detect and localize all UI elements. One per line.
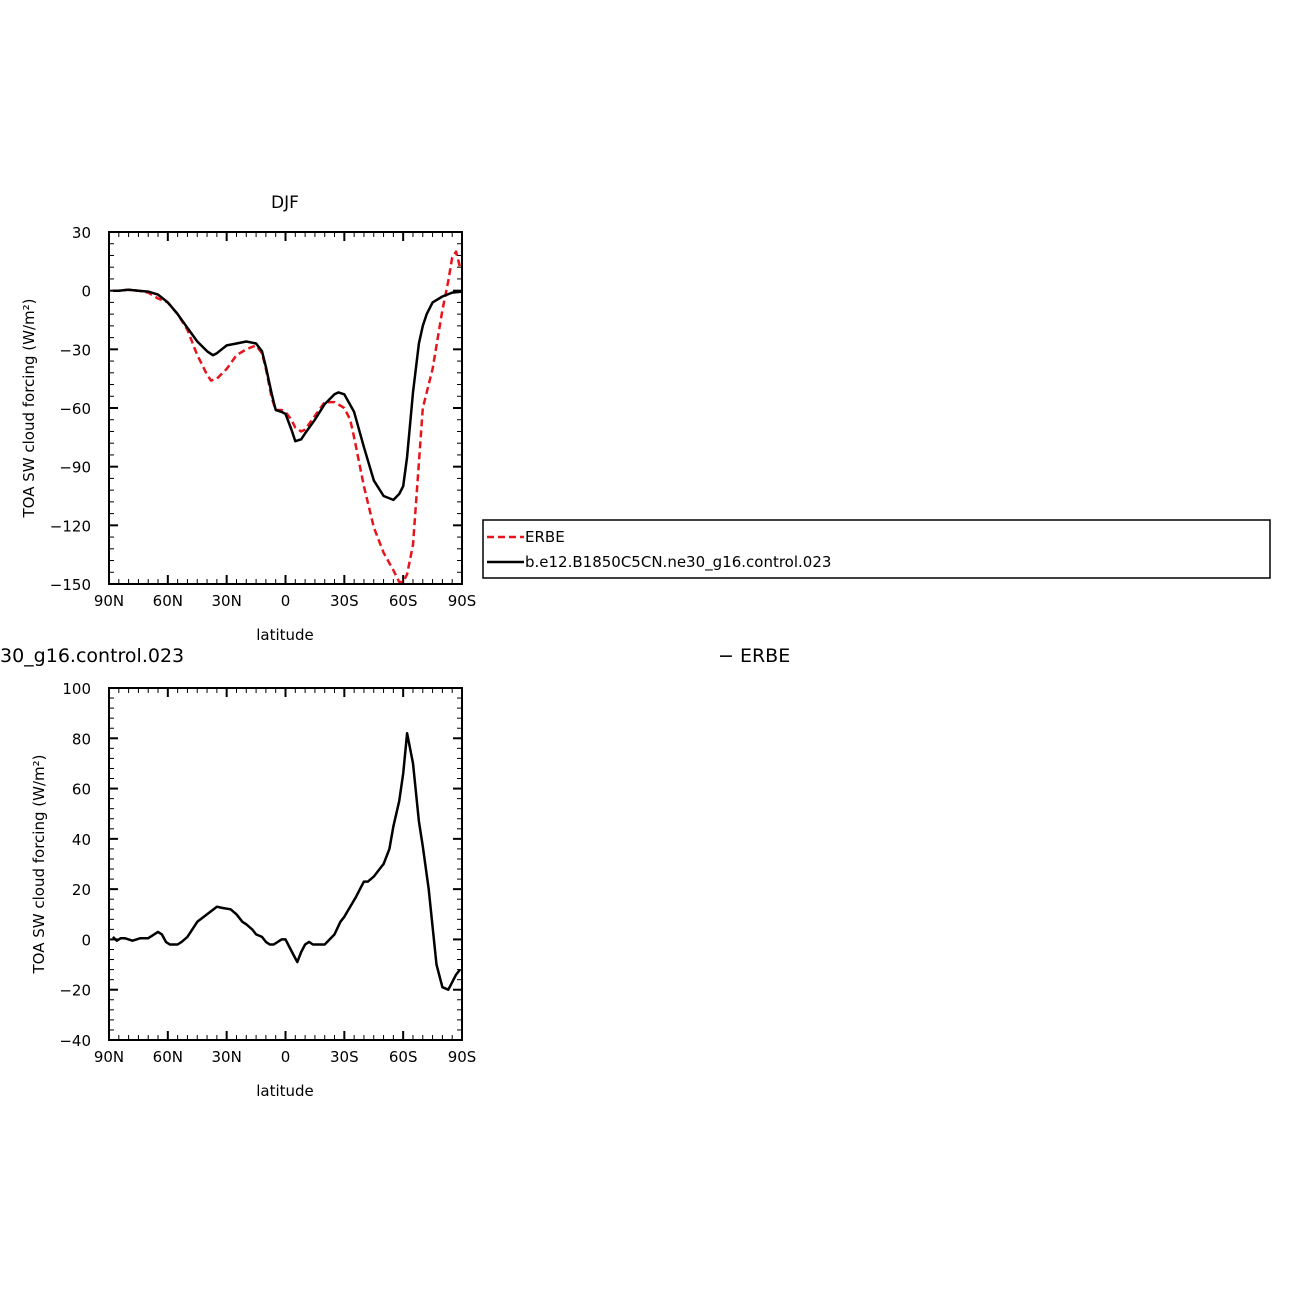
panel-top-y-tick-label: −150 <box>50 576 91 594</box>
panel-bottom-x-tick-label: 30N <box>212 1048 242 1066</box>
panel-bottom-y-tick-label: −40 <box>59 1032 91 1050</box>
panel-top-x-tick-label: 30S <box>330 592 359 610</box>
panel-bottom-series-line-0 <box>112 732 461 991</box>
panel-top-y-tick-label: 30 <box>72 224 91 242</box>
panel-bottom-y-tick-labels: 100 80 60 40 20 0 −20 −40 <box>59 680 91 1050</box>
legend-label-erbe: ERBE <box>525 528 565 546</box>
panel-top-ticks <box>108 231 463 585</box>
panel-bottom-y-tick-label: 20 <box>72 881 91 899</box>
panel-top-y-tick-label: −30 <box>59 341 91 359</box>
panel-top-series <box>112 250 463 584</box>
panel-top-title: DJF <box>271 193 299 213</box>
panel-top-y-tick-label: 0 <box>81 283 91 301</box>
panel-bottom-x-axis-label: latitude <box>256 1082 314 1100</box>
panel-bottom-x-tick-label: 90N <box>94 1048 124 1066</box>
panel-bottom-frame <box>108 687 463 1041</box>
panel-bottom-y-tick-label: −20 <box>59 982 91 1000</box>
panel-top-x-tick-labels: 90N 60N 30N 0 30S 60S 90S <box>94 592 476 610</box>
panel-top: DJF 90N 60N 30N 0 30S 60S 90S 30 0 −30 −60 −90 −120… <box>20 193 476 644</box>
panel-top-y-axis-label: TOA SW cloud forcing (W/m²) <box>20 299 38 519</box>
panel-bottom-y-tick-label: 0 <box>81 931 91 949</box>
panel-bottom-x-tick-labels: 90N 60N 30N 0 30S 60S 90S <box>94 1048 476 1066</box>
panel-top-x-tick-label: 60N <box>153 592 183 610</box>
panel-bottom-y-tick-label: 100 <box>62 680 91 698</box>
panel-top-x-tick-label: 0 <box>281 592 291 610</box>
panel-bottom-x-tick-label: 90S <box>448 1048 477 1066</box>
panel-top-y-tick-label: −120 <box>50 517 91 535</box>
panel-bottom: 30_g16.control.023 − ERBE 90N 60N 30N 0 30S 6… <box>0 645 790 1100</box>
panel-top-y-tick-label: −90 <box>59 459 91 477</box>
panel-bottom-y-tick-label: 40 <box>72 831 91 849</box>
panel-bottom-x-tick-label: 60S <box>389 1048 418 1066</box>
panel-top-x-tick-label: 90S <box>448 592 477 610</box>
panel-bottom-x-tick-label: 0 <box>281 1048 291 1066</box>
panel-top-frame <box>108 231 463 585</box>
panel-bottom-x-tick-label: 60N <box>153 1048 183 1066</box>
panel-bottom-x-tick-label: 30S <box>330 1048 359 1066</box>
panel-bottom-title-right: − ERBE <box>718 645 790 667</box>
panel-top-series-line-1 <box>112 288 463 502</box>
panel-top-y-tick-labels: 30 0 −30 −60 −90 −120 −150 <box>50 224 91 594</box>
panel-top-x-tick-label: 30N <box>212 592 242 610</box>
panel-bottom-y-axis-label: TOA SW cloud forcing (W/m²) <box>30 755 48 975</box>
panel-top-x-axis-label: latitude <box>256 626 314 644</box>
panel-top-y-tick-label: −60 <box>59 400 91 418</box>
panel-top-x-tick-label: 90N <box>94 592 124 610</box>
panel-bottom-title-left: 30_g16.control.023 <box>0 645 184 667</box>
legend: ERBE b.e12.B1850C5CN.ne30_g16.control.02… <box>482 519 1271 579</box>
panel-bottom-series <box>112 732 461 991</box>
legend-box <box>482 519 1271 579</box>
panel-top-x-tick-label: 60S <box>389 592 418 610</box>
legend-label-model: b.e12.B1850C5CN.ne30_g16.control.023 <box>525 553 831 572</box>
panel-bottom-y-tick-label: 80 <box>72 730 91 748</box>
panel-bottom-y-tick-label: 60 <box>72 781 91 799</box>
